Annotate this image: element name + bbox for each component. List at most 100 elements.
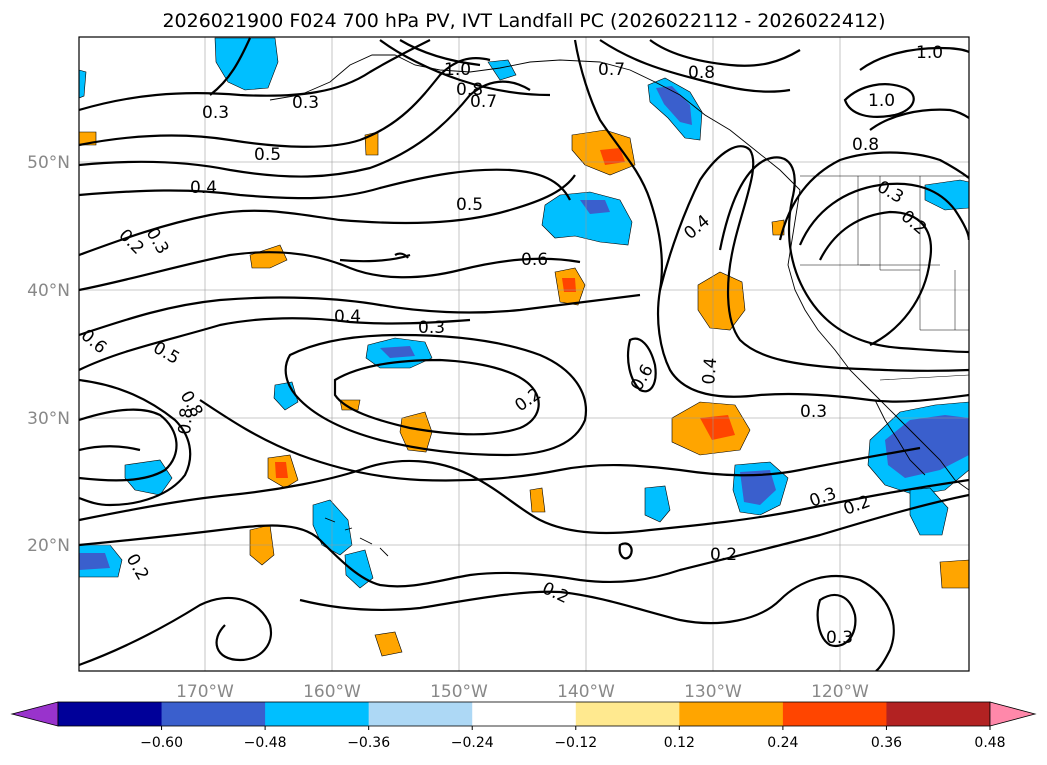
colorbar-tick-label: 0.36 — [871, 735, 902, 751]
colorbar-segment — [265, 702, 370, 726]
contour-17 — [79, 596, 273, 667]
contour-label: 0.7 — [598, 60, 625, 80]
contour-28 — [869, 108, 969, 131]
contour-label: 0.4 — [699, 357, 721, 386]
colorbar-tick-label: −0.36 — [347, 735, 390, 751]
shade-orange-4b — [562, 278, 576, 292]
contour-label: 0.3 — [800, 402, 827, 422]
shade-orange-1b — [600, 148, 625, 165]
shade-orange-6b — [275, 462, 288, 478]
colorbar-segments — [57, 701, 991, 727]
shade-orange-3 — [697, 271, 746, 331]
contour-labels: 0.2 0.3 1.0 0.8 0.7 0.7 0.8 1.0 1.0 0.8 … — [79, 43, 943, 648]
contour-37 — [209, 37, 252, 96]
colorbar-segment — [782, 702, 887, 726]
colorbar-segment — [161, 702, 266, 726]
contour-13 — [333, 358, 540, 436]
shade-orange-15 — [771, 219, 785, 236]
colorbar-segment — [886, 702, 991, 726]
contour-1 — [79, 39, 431, 112]
contour-label: 0.8 — [852, 135, 879, 155]
lon-label: 130°W — [684, 682, 742, 702]
shade-blue-10b — [79, 553, 110, 570]
contour-24 — [718, 156, 969, 354]
contour-label: 0.3 — [418, 318, 445, 338]
colorbar-tick-label: 0.12 — [664, 735, 695, 751]
contour-label: 1.0 — [444, 60, 471, 80]
contour-32 — [649, 39, 801, 67]
contour-21 — [626, 337, 657, 393]
contour-7 — [79, 293, 641, 337]
plot-frame — [78, 36, 970, 672]
contour-31 — [599, 39, 791, 93]
contour-6 — [79, 251, 581, 292]
shade-blue-2 — [541, 191, 633, 246]
contour-label: 0.8 — [175, 407, 197, 436]
contour-label: 0.5 — [456, 195, 483, 215]
contour-4 — [79, 168, 571, 201]
contour-23 — [658, 145, 969, 372]
shade-orange-2b — [700, 415, 735, 440]
contour-27 — [819, 210, 933, 346]
shade-blue-1 — [214, 37, 279, 91]
contour-14 — [199, 399, 921, 482]
contour-30 — [859, 46, 969, 71]
shade-blue-13 — [924, 179, 969, 211]
contour-label: 0.3 — [292, 93, 319, 113]
contour-25 — [778, 151, 969, 241]
shade-blue-7 — [909, 487, 949, 536]
contour-3 — [79, 80, 531, 178]
shade-blue-15 — [487, 59, 517, 81]
contour-16 — [79, 493, 969, 588]
gridlines — [79, 37, 969, 671]
lon-label: 150°W — [430, 682, 488, 702]
lon-label: 160°W — [303, 682, 361, 702]
colorbar-segment — [472, 702, 577, 726]
contour-8 — [79, 317, 471, 371]
contour-12 — [284, 333, 587, 457]
colorbar-extend-max — [989, 701, 1037, 727]
shade-orange-9 — [939, 559, 969, 589]
shade-blue-11 — [644, 485, 671, 523]
lon-label: 140°W — [557, 682, 615, 702]
contour-10 — [79, 408, 178, 482]
colorbar-segment — [679, 702, 784, 726]
shade-orange-14 — [529, 487, 546, 513]
contour-35 — [339, 253, 411, 263]
contour-label: 0.4 — [190, 178, 217, 198]
pc-shading — [79, 37, 969, 657]
contour-29 — [843, 83, 915, 118]
coastline-baja — [874, 399, 926, 476]
colorbar-tick-label: −0.60 — [140, 735, 183, 751]
shade-blue-4b — [380, 346, 415, 358]
contour-label: 0.6 — [521, 250, 548, 270]
contour-label: 1.0 — [868, 91, 895, 111]
lat-label: 30°N — [27, 409, 70, 429]
colorbar-ticks: −0.60 −0.48 −0.36 −0.24 −0.12 0.12 0.24 0.36 0.4… — [140, 726, 1006, 751]
shade-blue-3b — [656, 86, 692, 125]
contour-label: 0.8 — [456, 80, 483, 100]
colorbar-tick-label: −0.24 — [451, 735, 494, 751]
shade-orange-12 — [339, 399, 361, 411]
colorbar-extend-min — [10, 701, 59, 727]
coastline-hawaii — [324, 517, 389, 557]
colorbar-segment — [58, 702, 163, 726]
contour-label: 0.3 — [826, 628, 853, 648]
colorbar-tick-label: −0.48 — [244, 735, 287, 751]
contour-label: 0.7 — [470, 92, 497, 112]
contour-18 — [299, 575, 895, 671]
colorbar-segment — [368, 702, 473, 726]
lat-label: 20°N — [27, 536, 70, 556]
colorbar-segment — [575, 702, 680, 726]
contour-15 — [79, 459, 969, 535]
contour-9 — [79, 378, 192, 507]
contour-26 — [798, 182, 969, 246]
shade-orange-8 — [249, 244, 288, 269]
figure-title: 2026021900 F024 700 hPa PV, IVT Landfall… — [162, 10, 885, 32]
lat-label: 50°N — [27, 153, 70, 173]
contour-label: 0.8 — [688, 63, 715, 83]
shade-blue-5b — [740, 470, 776, 505]
longitude-labels: 170°W 160°W 150°W 140°W 130°W 120°W — [176, 682, 869, 702]
contour-20 — [618, 542, 633, 560]
